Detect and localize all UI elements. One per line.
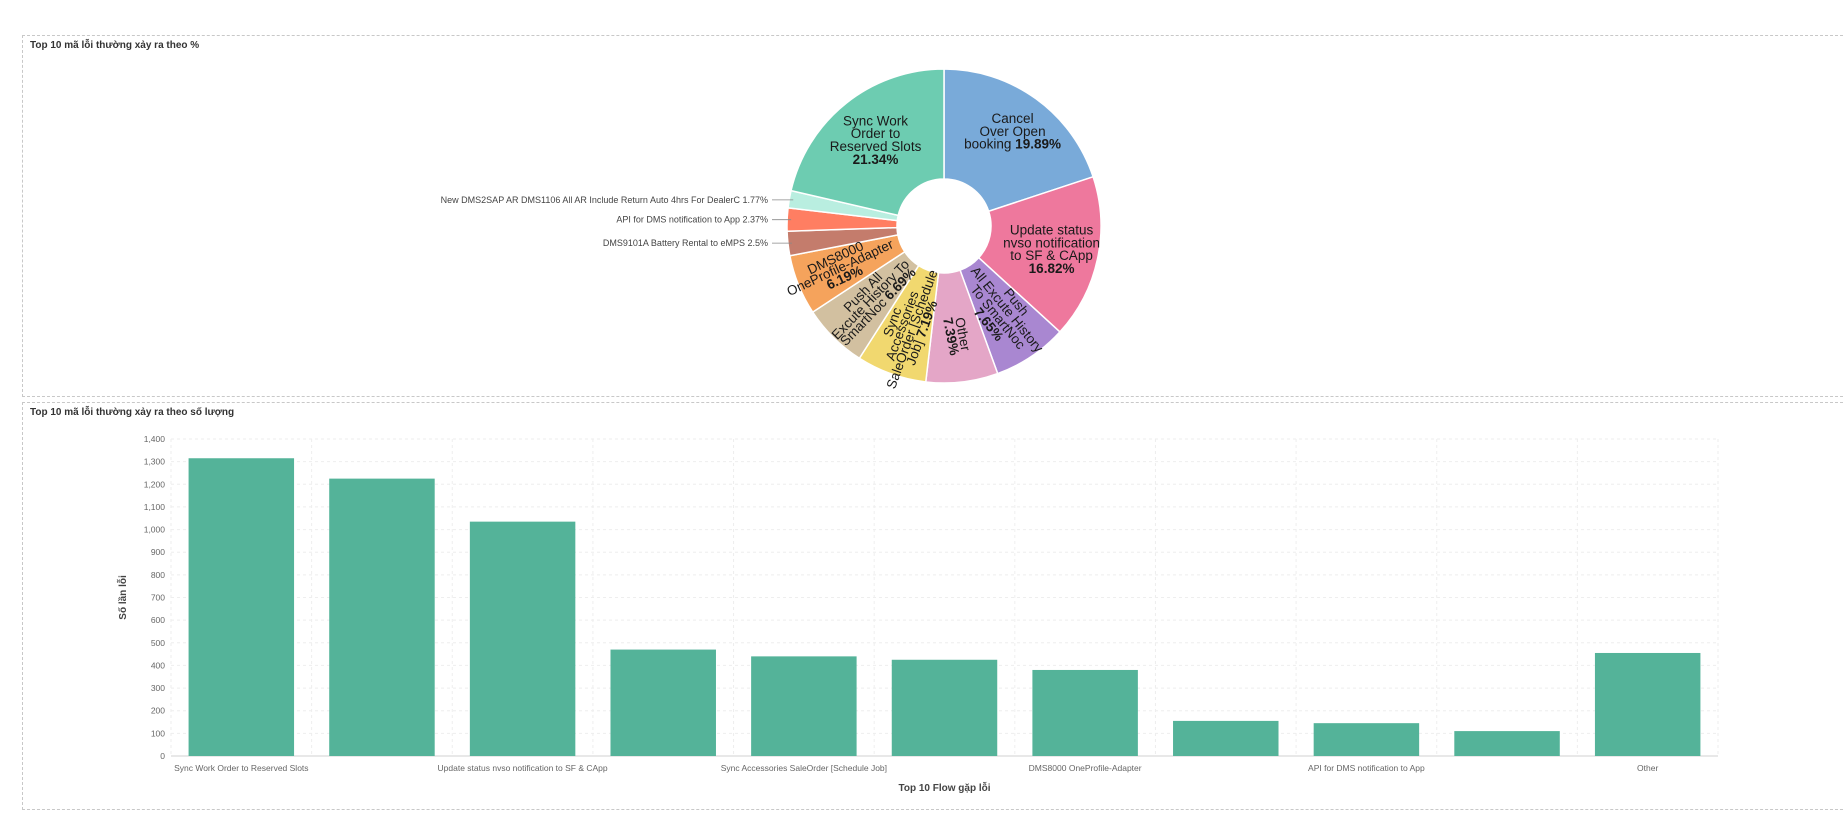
bar[interactable] bbox=[1173, 720, 1279, 756]
pie-slice[interactable] bbox=[943, 68, 1095, 213]
bar-panel-title: Top 10 mã lỗi thường xảy ra theo số lượn… bbox=[30, 407, 235, 418]
y-tick-label: 500 bbox=[151, 638, 165, 648]
x-tick-label: Sync Work Order to Reserved Slots bbox=[174, 763, 308, 773]
pie-label: Cancel Over Open booking 19.89% bbox=[964, 111, 1061, 152]
bar[interactable] bbox=[1313, 723, 1420, 756]
x-tick-label: Sync Accessories SaleOrder [Schedule Job… bbox=[721, 763, 887, 773]
pie-label: Sync Work Order to Reserved Slots 21.34% bbox=[830, 113, 922, 166]
x-tick-label: Update status nvso notification to SF & … bbox=[438, 763, 608, 773]
pie-label: Other7.39% bbox=[940, 314, 974, 357]
bar-chart: 0 100 200 300 400 500 600 700 800 900 1,000 1,100 1,… bbox=[116, 434, 1719, 794]
pie-outside-label: API for DMS notification to App 2.37% bbox=[616, 215, 768, 225]
donut-chart: Cancel Over Open booking 19.89% Update stat… bbox=[441, 68, 1102, 391]
bar[interactable] bbox=[1032, 669, 1138, 756]
y-tick-label: 0 bbox=[160, 751, 165, 761]
bar[interactable] bbox=[751, 656, 857, 756]
x-tick-label: API for DMS notification to App bbox=[1308, 763, 1425, 773]
bar[interactable] bbox=[329, 478, 435, 756]
bar[interactable] bbox=[891, 659, 998, 756]
y-tick-label: 200 bbox=[151, 706, 165, 716]
x-tick-label: DMS8000 OneProfile-Adapter bbox=[1029, 763, 1142, 773]
y-tick-label: 1,100 bbox=[144, 502, 166, 512]
y-tick-label: 700 bbox=[151, 593, 165, 603]
pie-slice[interactable] bbox=[977, 175, 1102, 333]
y-tick-label: 400 bbox=[151, 660, 165, 670]
x-tick-label: Other bbox=[1637, 763, 1658, 773]
y-axis-title: Số lần lỗi bbox=[116, 575, 129, 620]
pie-slice[interactable] bbox=[790, 68, 945, 217]
pie-outside-label: New DMS2SAP AR DMS1106 All AR Include Re… bbox=[441, 195, 768, 205]
x-axis-title: Top 10 Flow gặp lỗi bbox=[898, 781, 990, 794]
bar[interactable] bbox=[188, 458, 295, 756]
pie-label: Update status nvso notification to SF & CA… bbox=[1003, 223, 1100, 276]
bar[interactable] bbox=[1454, 731, 1560, 756]
y-tick-label: 800 bbox=[151, 570, 165, 580]
y-tick-label: 100 bbox=[151, 728, 165, 738]
y-tick-label: 1,000 bbox=[144, 525, 166, 535]
y-tick-label: 1,300 bbox=[144, 457, 166, 467]
y-tick-label: 600 bbox=[151, 615, 165, 625]
y-tick-label: 900 bbox=[151, 547, 165, 557]
y-tick-label: 300 bbox=[151, 683, 165, 693]
y-tick-label: 1,400 bbox=[144, 434, 166, 444]
bar[interactable] bbox=[610, 649, 716, 756]
bar[interactable] bbox=[469, 521, 576, 756]
bar[interactable] bbox=[1594, 652, 1701, 756]
y-tick-label: 1,200 bbox=[144, 479, 166, 489]
pie-outside-label: DMS9101A Battery Rental to eMPS 2.5% bbox=[603, 238, 768, 248]
pie-panel-title: Top 10 mã lỗi thường xảy ra theo % bbox=[30, 40, 200, 51]
svg-text:Other7.39%: Other7.39% bbox=[940, 314, 974, 357]
